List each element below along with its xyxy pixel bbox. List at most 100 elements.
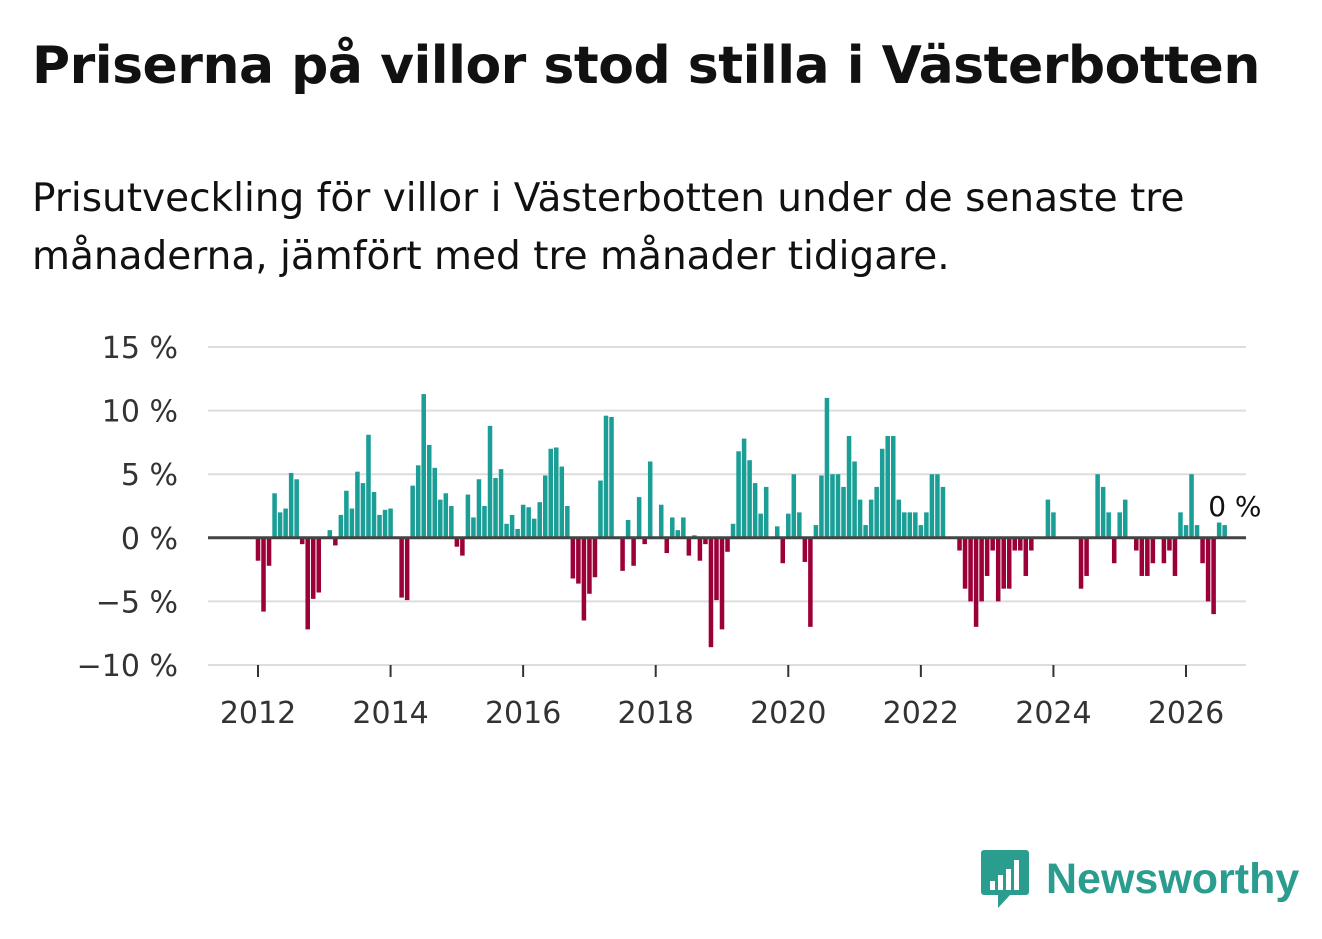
bar <box>681 517 686 538</box>
x-tick-label: 2012 <box>220 696 296 731</box>
bar <box>1150 537 1156 564</box>
chart-title: Priserna på villor stod stilla i Västerb… <box>32 36 1260 96</box>
bar <box>255 537 261 561</box>
bar <box>1117 512 1122 538</box>
bar <box>487 425 493 538</box>
bar <box>261 537 266 612</box>
bar <box>449 506 454 538</box>
bar <box>1100 486 1106 538</box>
bar <box>592 537 598 578</box>
bar <box>415 465 421 538</box>
x-tick-label: 2014 <box>352 696 428 731</box>
x-tick-label: 2016 <box>485 696 561 731</box>
bar <box>520 504 526 538</box>
bar <box>940 486 946 538</box>
bar <box>686 537 692 556</box>
bar <box>813 525 819 538</box>
bar <box>703 537 708 545</box>
bar <box>929 474 935 538</box>
y-tick-label: −10 % <box>77 649 178 684</box>
bar <box>995 537 1001 602</box>
bar <box>272 493 277 538</box>
bar <box>747 460 752 538</box>
bar <box>371 492 377 538</box>
bar <box>526 507 531 538</box>
bar <box>305 537 310 630</box>
bar <box>670 517 675 538</box>
bar <box>1106 512 1111 538</box>
newsworthy-logo: Newsworthy <box>980 848 1299 910</box>
bar <box>1172 537 1178 576</box>
bar <box>990 537 995 551</box>
bar <box>874 486 879 538</box>
bar <box>482 506 487 538</box>
bar <box>465 494 471 538</box>
bar <box>802 537 808 562</box>
bar <box>1045 499 1051 538</box>
bar <box>968 537 973 602</box>
bar <box>509 514 515 538</box>
bar <box>366 434 371 538</box>
bar <box>299 537 305 545</box>
bar <box>625 519 631 538</box>
bar <box>763 486 769 538</box>
bar <box>438 499 443 538</box>
bar <box>741 438 747 538</box>
bar <box>570 537 576 579</box>
bar <box>935 474 940 538</box>
bar <box>377 514 382 538</box>
y-tick-label: 15 % <box>102 331 178 366</box>
bar <box>460 537 465 556</box>
bar <box>454 537 460 547</box>
bar <box>576 537 581 584</box>
bar <box>973 537 979 627</box>
bar <box>1216 522 1222 538</box>
bar <box>675 530 681 538</box>
annotations: 0 % <box>1208 490 1261 523</box>
bar <box>1023 537 1029 576</box>
bar <box>907 512 913 538</box>
bar <box>542 475 548 538</box>
bar <box>1167 537 1172 551</box>
bar <box>609 416 614 538</box>
bar <box>620 537 625 571</box>
latest-value-label: 0 % <box>1208 490 1261 523</box>
bar <box>421 394 426 538</box>
bar <box>636 497 642 538</box>
bar <box>957 537 962 551</box>
bar <box>559 466 565 538</box>
bar <box>1200 537 1205 564</box>
bar <box>824 397 830 538</box>
bar <box>647 461 653 538</box>
grid-lines <box>208 346 1246 666</box>
x-axis: 2012 2014 2016 2018 2020 2022 2024 2026 <box>220 665 1224 731</box>
bar <box>1161 537 1167 564</box>
x-tick-label: 2024 <box>1015 696 1091 731</box>
bar <box>1189 474 1194 538</box>
bar <box>598 480 603 538</box>
bar <box>1122 499 1128 538</box>
bar <box>316 537 322 593</box>
bar <box>327 530 333 538</box>
y-axis: 15 % 10 % 5 % 0 % −5 % −10 % <box>77 331 178 684</box>
x-tick-label: 2022 <box>883 696 959 731</box>
bar <box>780 537 786 564</box>
bar <box>808 537 813 627</box>
bar <box>471 517 476 538</box>
newsworthy-logo-icon <box>981 850 1029 908</box>
bar <box>752 483 758 538</box>
bar <box>1222 525 1227 538</box>
bar <box>1205 537 1211 602</box>
bar <box>288 472 294 538</box>
bar <box>554 447 559 538</box>
bar <box>819 475 824 538</box>
bar <box>1139 537 1145 576</box>
bar <box>868 499 874 538</box>
bar <box>1111 537 1117 564</box>
bar <box>1134 537 1139 551</box>
bar <box>476 479 482 538</box>
y-tick-label: 10 % <box>102 395 178 430</box>
bar <box>1211 537 1216 615</box>
bar <box>714 537 719 601</box>
bar <box>310 537 316 599</box>
